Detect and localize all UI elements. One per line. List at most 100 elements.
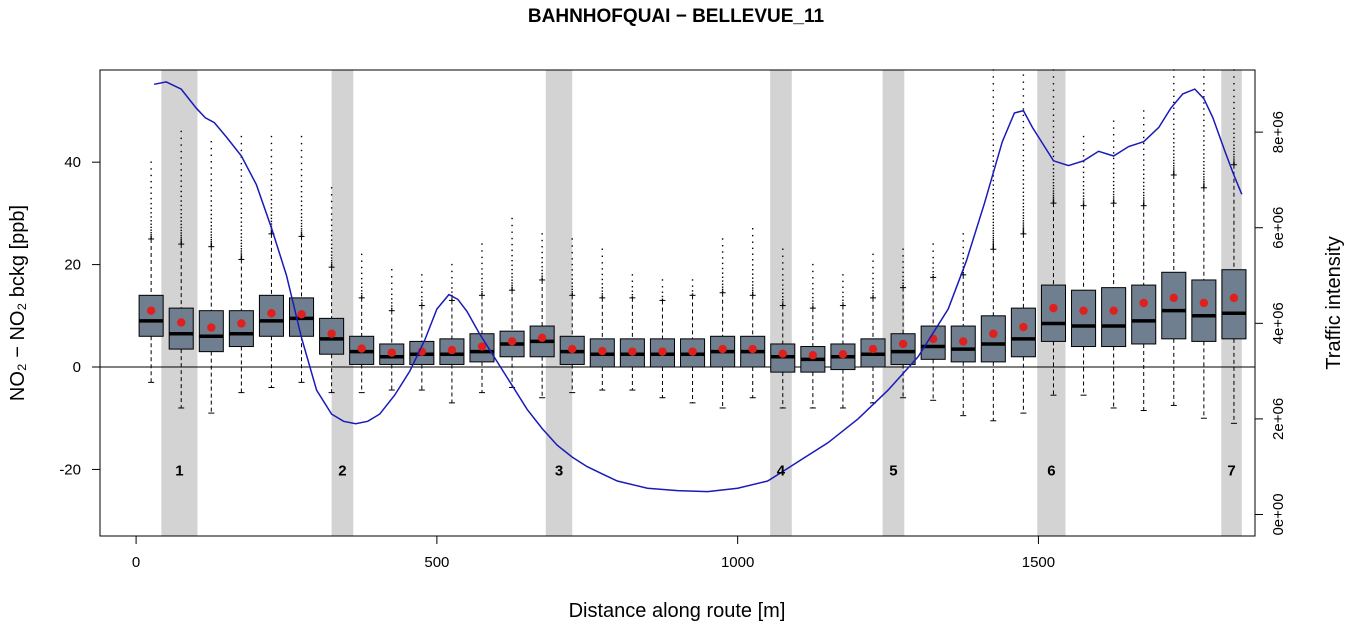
outlier-point: [391, 309, 393, 311]
outlier-point: [1022, 160, 1025, 162]
outlier-point: [812, 305, 814, 307]
outlier-point: [240, 257, 243, 260]
outlier-point: [270, 135, 273, 138]
outlier-point: [150, 207, 152, 210]
outlier-point: [240, 186, 243, 189]
outlier-point: [1203, 176, 1205, 178]
outlier-point: [1143, 173, 1145, 175]
outlier-point: [721, 251, 724, 253]
iqr-box: [228, 310, 254, 348]
outlier-point: [992, 239, 995, 241]
outlier-point: [240, 239, 243, 242]
outlier-point: [631, 280, 634, 282]
outlier-point: [1233, 156, 1235, 158]
outlier-point: [180, 144, 182, 146]
outlier-point: [240, 252, 243, 254]
outlier-point: [661, 295, 664, 298]
outlier-point: [1082, 135, 1085, 138]
y-tick-label-left: 0: [73, 359, 81, 376]
outlier-point: [1082, 192, 1085, 194]
outlier-point: [992, 221, 995, 224]
outlier-point: [1143, 142, 1145, 145]
outlier-point: [330, 254, 333, 256]
zone-label-7: 7: [1227, 462, 1235, 479]
outlier-point: [902, 275, 904, 278]
outlier-point: [1022, 227, 1025, 230]
outlier-point: [1022, 231, 1025, 234]
outlier-point: [180, 157, 182, 159]
outlier-point: [1173, 107, 1175, 109]
boxplot-36: [1191, 69, 1217, 419]
outlier-point: [872, 292, 874, 295]
outlier-point: [1052, 102, 1055, 104]
outlier-point: [330, 247, 333, 249]
outlier-point: [330, 257, 333, 259]
outlier-point: [932, 250, 934, 252]
iqr-box: [1040, 284, 1067, 342]
outlier-point: [751, 264, 754, 266]
outlier-point: [1052, 178, 1055, 181]
outlier-point: [1112, 193, 1115, 196]
outlier-point: [391, 307, 393, 310]
outlier-point: [330, 243, 333, 246]
outlier-point: [541, 251, 543, 254]
outlier-point: [150, 216, 152, 218]
outlier-point: [1022, 222, 1025, 224]
outlier-point: [481, 268, 483, 270]
outlier-point: [992, 175, 995, 177]
outlier-point: [1022, 229, 1025, 231]
outlier-point: [180, 216, 182, 219]
outlier-point: [902, 266, 904, 269]
outlier-point: [180, 169, 182, 171]
outlier-point: [391, 302, 393, 304]
outlier-point: [180, 209, 182, 211]
mean-point: [1199, 298, 1209, 308]
outlier-point: [210, 243, 212, 246]
outlier-point: [391, 269, 393, 271]
outlier-point: [451, 270, 453, 273]
outlier-point: [1112, 120, 1115, 122]
outlier-point: [180, 226, 182, 229]
outlier-point: [872, 272, 874, 275]
outlier-point: [210, 221, 212, 223]
outlier-point: [1112, 152, 1115, 154]
outlier-point: [601, 290, 604, 292]
outlier-point: [1203, 83, 1205, 85]
outlier-point: [992, 149, 995, 152]
outlier-point: [1203, 76, 1205, 78]
outlier-point: [511, 237, 513, 240]
outlier-point: [751, 281, 754, 283]
outlier-point: [421, 304, 423, 306]
outlier-point: [270, 223, 273, 225]
outlier-point: [661, 298, 664, 301]
outlier-point: [571, 251, 573, 254]
outlier-point: [330, 194, 333, 196]
outlier-point: [481, 292, 483, 295]
outlier-point: [571, 285, 573, 288]
outlier-point: [270, 179, 273, 181]
outlier-point: [1203, 125, 1205, 127]
outlier-point: [721, 267, 724, 270]
outlier-point: [421, 296, 423, 298]
outlier-point: [601, 283, 604, 285]
outlier-point: [751, 289, 754, 292]
outlier-point: [962, 262, 964, 264]
mean-point: [237, 319, 246, 328]
outlier-point: [721, 245, 724, 247]
outlier-point: [180, 185, 182, 188]
outlier-point: [511, 224, 513, 227]
outlier-point: [782, 303, 784, 305]
outlier-point: [571, 288, 573, 291]
outlier-point: [180, 232, 182, 234]
outlier-point: [451, 287, 453, 289]
outlier-point: [751, 277, 754, 279]
outlier-point: [601, 287, 604, 289]
outlier-point: [1203, 178, 1205, 180]
outlier-point: [150, 229, 152, 231]
outlier-point: [1203, 182, 1205, 184]
outlier-point: [270, 155, 273, 158]
outlier-point: [481, 277, 483, 280]
outlier-point: [992, 109, 995, 111]
outlier-point: [1143, 185, 1145, 187]
outlier-point: [391, 298, 393, 300]
